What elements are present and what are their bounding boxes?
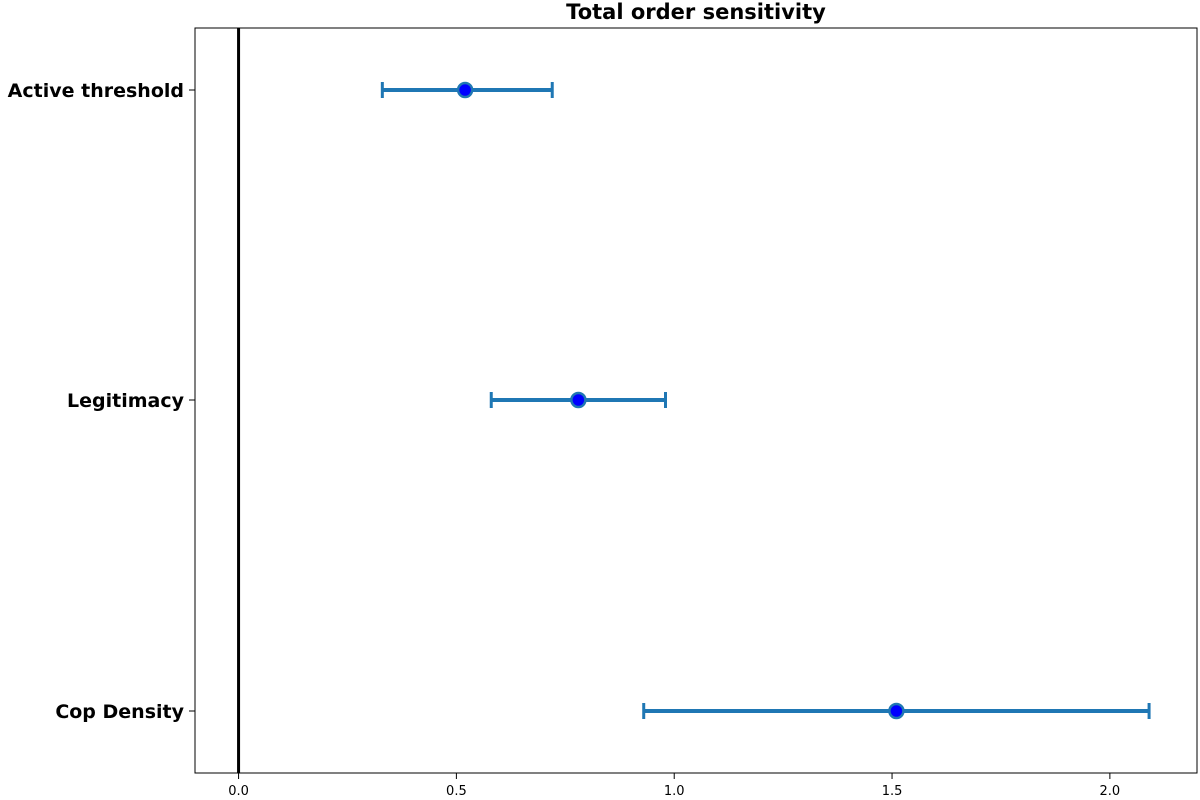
point-marker: [456, 81, 474, 99]
axes-frame: [194, 27, 1198, 774]
x-tick-label: 1.5: [882, 784, 903, 799]
y-tick-label: Active threshold: [8, 80, 184, 102]
point-marker: [888, 702, 905, 720]
y-tick-label: Legitimacy: [67, 390, 185, 412]
point-marker: [570, 391, 587, 409]
x-tick-label: 0.0: [228, 784, 249, 799]
chart-title: Total order sensitivity: [566, 0, 826, 24]
x-tick-label: 2.0: [1100, 784, 1121, 799]
y-tick-label: Cop Density: [55, 701, 184, 723]
x-tick-label: 1.0: [664, 784, 685, 799]
x-tick-label: 0.5: [446, 784, 467, 799]
plot-area: Active threshold Legitimacy Cop Density 0.0…: [8, 27, 1198, 799]
